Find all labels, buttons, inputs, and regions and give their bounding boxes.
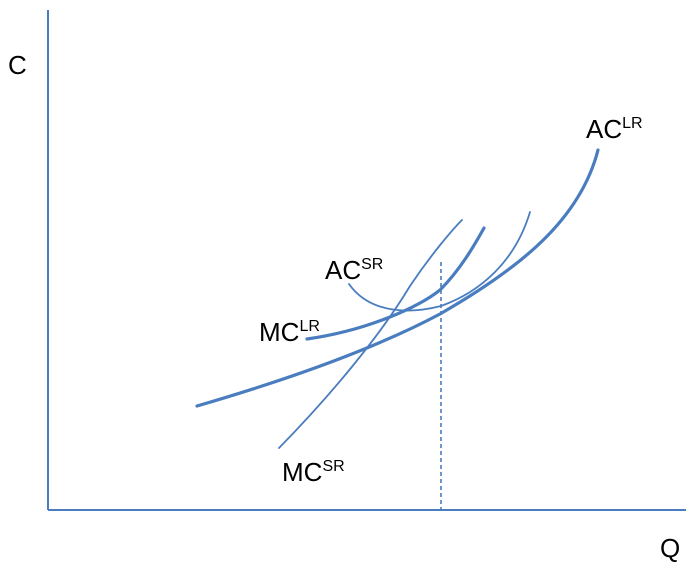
mc-sr-label-base: MC bbox=[282, 457, 322, 487]
x-axis-label: Q bbox=[660, 533, 680, 563]
mc-sr-label-sup: SR bbox=[322, 458, 344, 475]
mc-lr-label: MCLR bbox=[259, 317, 320, 347]
ac-sr-label-sup: SR bbox=[361, 256, 383, 273]
mc-sr-curve bbox=[278, 219, 463, 449]
ac-lr-label-base: AC bbox=[586, 114, 622, 144]
y-axis-label: C bbox=[8, 50, 27, 80]
ac-sr-curve bbox=[348, 211, 531, 312]
ac-lr-curve bbox=[195, 148, 600, 408]
mc-lr-label-sup: LR bbox=[299, 318, 319, 335]
ac-sr-label-base: AC bbox=[325, 255, 361, 285]
ac-lr-label-sup: LR bbox=[622, 115, 642, 132]
mc-sr-label: MCSR bbox=[282, 457, 345, 487]
mc-lr-curve bbox=[305, 226, 486, 341]
ac-lr-label: ACLR bbox=[586, 114, 643, 144]
mc-lr-label-base: MC bbox=[259, 317, 299, 347]
ac-sr-label: ACSR bbox=[325, 255, 383, 285]
